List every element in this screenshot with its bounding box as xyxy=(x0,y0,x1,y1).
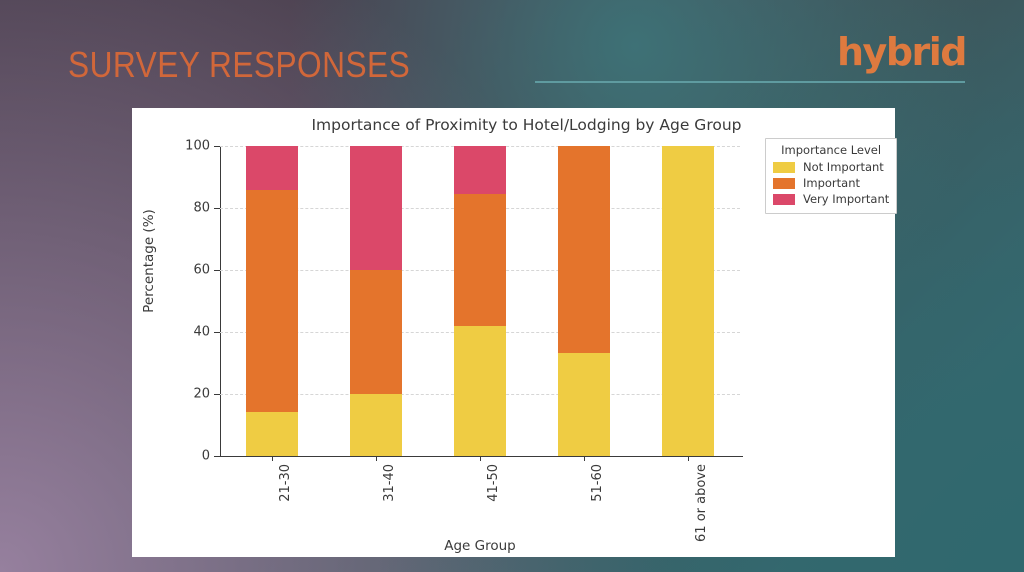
legend-swatch xyxy=(773,177,795,189)
x-tick-mark xyxy=(480,456,481,461)
legend-label: Not Important xyxy=(803,160,884,174)
bar-segment xyxy=(662,146,714,456)
y-tick-mark xyxy=(214,332,220,333)
x-tick-mark xyxy=(584,456,585,461)
stacked-bar xyxy=(558,146,610,456)
legend-label: Important xyxy=(803,176,861,190)
stacked-bar xyxy=(454,146,506,456)
x-tick-label: 41-50 xyxy=(486,464,501,502)
y-tick-mark xyxy=(214,208,220,209)
x-tick-mark xyxy=(376,456,377,461)
y-tick-mark xyxy=(214,394,220,395)
plot-area xyxy=(220,146,740,456)
bar-segment xyxy=(246,190,298,412)
y-tick-label: 60 xyxy=(193,262,210,278)
y-axis-line xyxy=(220,146,221,457)
y-tick-mark xyxy=(214,146,220,147)
header-divider xyxy=(535,81,965,83)
bar-segment xyxy=(246,146,298,191)
bar-segment xyxy=(558,146,610,353)
legend-title: Importance Level xyxy=(781,143,882,157)
x-tick-label: 31-40 xyxy=(382,464,397,502)
y-tick-label: 20 xyxy=(193,386,210,402)
x-tick-mark xyxy=(272,456,273,461)
legend-item: Not Important xyxy=(773,160,889,174)
stacked-bar xyxy=(662,146,714,456)
y-tick-mark xyxy=(214,456,220,457)
bar-segment xyxy=(350,146,402,270)
legend-label: Very Important xyxy=(803,192,890,206)
bar-segment xyxy=(558,352,610,456)
x-tick-mark xyxy=(688,456,689,461)
legend-item: Important xyxy=(773,176,889,190)
x-axis-line xyxy=(220,456,743,457)
legend-swatch xyxy=(773,193,795,205)
chart-title: Importance of Proximity to Hotel/Lodging… xyxy=(311,116,742,134)
chart-legend: Importance Level Not Important Important V… xyxy=(765,138,898,214)
legend-item: Very Important xyxy=(773,192,889,206)
legend-rows: Not Important Important Very Important xyxy=(773,160,889,206)
bar-segment xyxy=(454,194,506,326)
y-tick-label: 40 xyxy=(193,324,210,340)
legend-swatch xyxy=(773,161,795,173)
bar-segment xyxy=(350,394,402,456)
x-tick-label: 51-60 xyxy=(590,464,605,502)
bar-segment xyxy=(454,146,506,195)
page-title: SURVEY RESPONSES xyxy=(68,44,411,85)
y-tick-label: 100 xyxy=(185,138,210,154)
bar-segment xyxy=(246,411,298,456)
x-tick-label: 21-30 xyxy=(278,464,293,502)
stacked-bar xyxy=(246,146,298,456)
x-tick-label: 61 or above xyxy=(694,464,709,542)
x-axis-label: Age Group xyxy=(444,538,516,554)
y-tick-label: 0 xyxy=(201,448,210,464)
y-tick-mark xyxy=(214,270,220,271)
y-tick-label: 80 xyxy=(193,200,210,216)
y-axis-label: Percentage (%) xyxy=(141,209,157,313)
bar-segment xyxy=(350,270,402,394)
stacked-bar xyxy=(350,146,402,456)
brand-logo: hybrid xyxy=(837,30,968,74)
bar-segment xyxy=(454,325,506,456)
chart-panel: Importance of Proximity to Hotel/Lodging… xyxy=(132,108,898,557)
